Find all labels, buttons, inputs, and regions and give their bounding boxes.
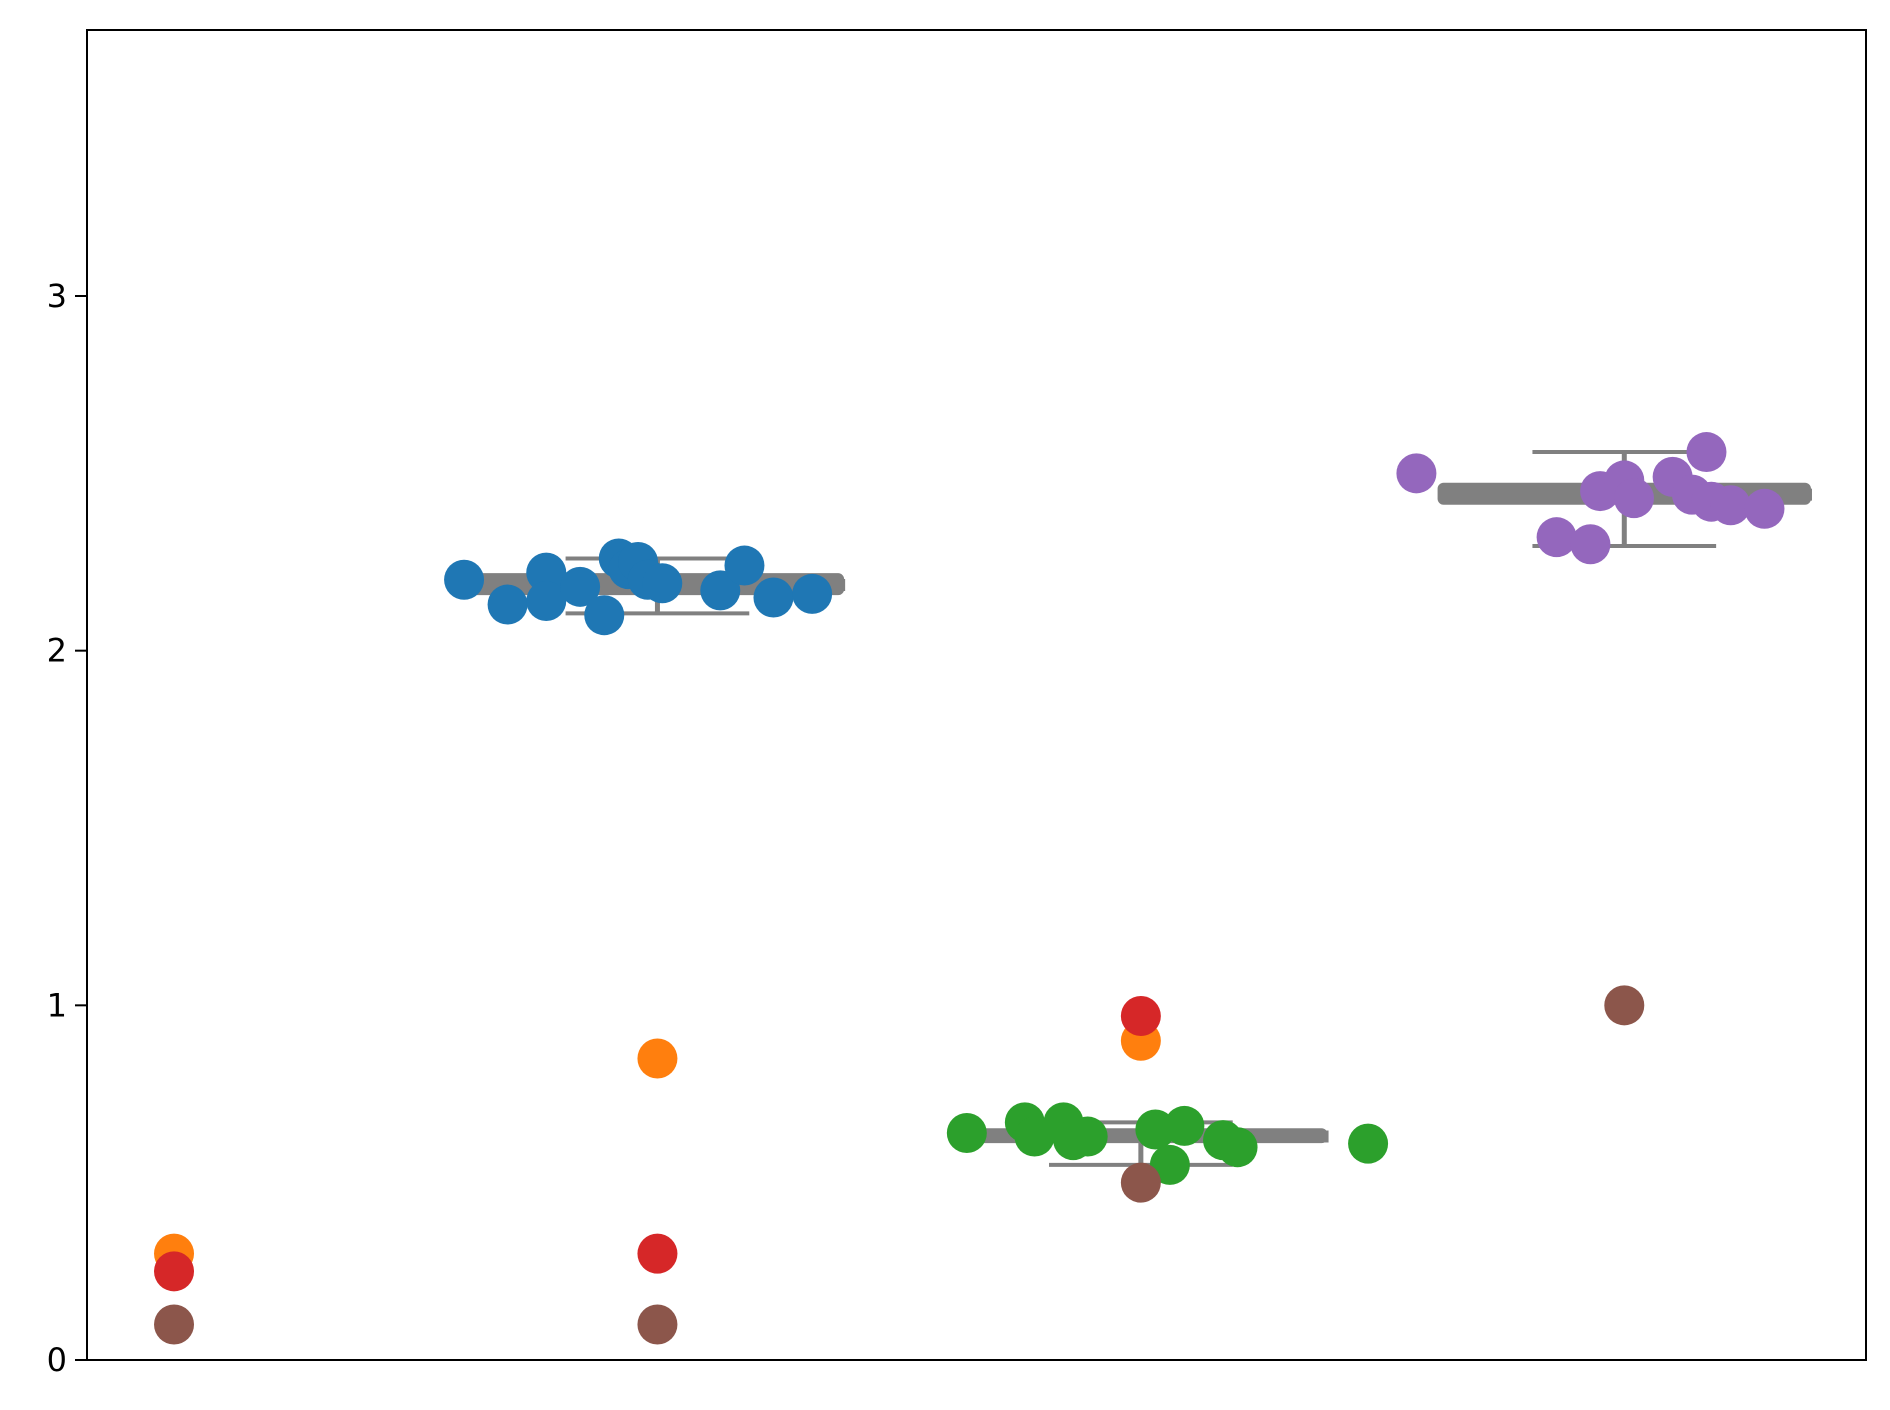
data-point bbox=[1120, 1162, 1161, 1203]
data-point bbox=[724, 545, 765, 586]
data-point bbox=[1217, 1127, 1258, 1168]
data-point bbox=[637, 1304, 678, 1345]
data-point bbox=[154, 1304, 195, 1345]
data-point bbox=[526, 552, 567, 593]
series-6 bbox=[154, 985, 1645, 1345]
data-point bbox=[1396, 453, 1437, 494]
data-point bbox=[444, 559, 485, 600]
plot-area bbox=[154, 432, 1812, 1345]
data-point bbox=[1613, 478, 1654, 519]
data-point bbox=[487, 584, 528, 625]
data-point bbox=[526, 581, 567, 622]
series-5 bbox=[1396, 432, 1785, 565]
data-point bbox=[1744, 488, 1785, 529]
data-point bbox=[642, 563, 683, 604]
axes: 0 1 2 3 bbox=[47, 29, 1867, 1379]
data-point bbox=[1710, 485, 1751, 526]
y-tick-label: 2 bbox=[47, 632, 67, 670]
series-4 bbox=[154, 995, 1161, 1292]
data-point bbox=[753, 577, 794, 618]
y-tick-label: 0 bbox=[47, 1341, 67, 1379]
data-point bbox=[1348, 1123, 1389, 1164]
data-point bbox=[154, 1251, 195, 1292]
data-point bbox=[1686, 432, 1727, 473]
plot-marks bbox=[154, 432, 1812, 1345]
y-tick-label: 1 bbox=[47, 986, 67, 1024]
y-tick-label: 3 bbox=[47, 277, 67, 315]
data-point bbox=[1067, 1116, 1108, 1157]
data-point bbox=[1120, 995, 1161, 1036]
data-point bbox=[792, 573, 833, 614]
data-point bbox=[1135, 1109, 1176, 1150]
data-point bbox=[637, 1038, 678, 1079]
data-point bbox=[1536, 517, 1577, 558]
data-point bbox=[637, 1233, 678, 1274]
data-point bbox=[946, 1113, 987, 1154]
data-point bbox=[1149, 1144, 1190, 1185]
data-point bbox=[1604, 985, 1645, 1026]
series-1 bbox=[444, 538, 833, 636]
data-point bbox=[700, 570, 741, 611]
data-point bbox=[584, 595, 625, 636]
data-point bbox=[1570, 524, 1611, 565]
data-point bbox=[560, 566, 601, 607]
axes-frame bbox=[86, 29, 1867, 1361]
data-point bbox=[1164, 1105, 1205, 1146]
series-3 bbox=[946, 1102, 1389, 1185]
